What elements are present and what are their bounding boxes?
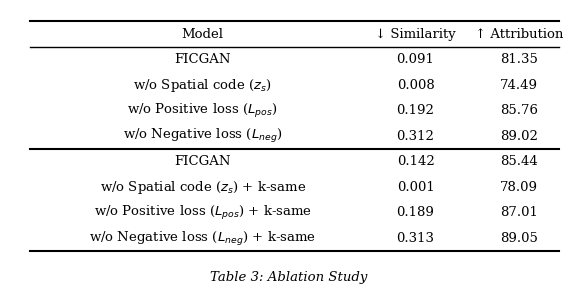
Text: 0.192: 0.192 [397,104,435,117]
Text: w/o Spatial code ($z_s$) + k-same: w/o Spatial code ($z_s$) + k-same [99,179,306,196]
Text: ↑ Attribution: ↑ Attribution [475,28,564,41]
Text: w/o Positive loss ($L_{pos}$): w/o Positive loss ($L_{pos}$) [128,102,278,120]
Text: 85.44: 85.44 [500,155,538,168]
Text: w/o Negative loss ($L_{neg}$): w/o Negative loss ($L_{neg}$) [123,127,283,145]
Text: 0.313: 0.313 [397,232,435,245]
Text: 0.091: 0.091 [397,53,435,66]
Text: FICGAN: FICGAN [175,53,231,66]
Text: 0.001: 0.001 [397,181,435,194]
Text: 0.142: 0.142 [397,155,435,168]
Text: 89.05: 89.05 [500,232,538,245]
Text: 81.35: 81.35 [500,53,538,66]
Text: 85.76: 85.76 [500,104,538,117]
Text: 74.49: 74.49 [500,79,538,92]
Text: 78.09: 78.09 [500,181,538,194]
Text: 0.312: 0.312 [397,130,435,143]
Text: w/o Negative loss ($L_{neg}$) + k-same: w/o Negative loss ($L_{neg}$) + k-same [89,229,316,247]
Text: 89.02: 89.02 [500,130,538,143]
Text: w/o Spatial code ($z_s$): w/o Spatial code ($z_s$) [134,77,272,94]
Text: FICGAN: FICGAN [175,155,231,168]
Text: w/o Positive loss ($L_{pos}$) + k-same: w/o Positive loss ($L_{pos}$) + k-same [94,204,312,222]
Text: Model: Model [181,28,224,41]
Text: ↓ Similarity: ↓ Similarity [375,28,456,41]
Text: 87.01: 87.01 [500,206,538,220]
Text: 0.008: 0.008 [397,79,435,92]
Text: Table 3: Ablation Study: Table 3: Ablation Study [210,271,368,284]
Text: 0.189: 0.189 [397,206,435,220]
